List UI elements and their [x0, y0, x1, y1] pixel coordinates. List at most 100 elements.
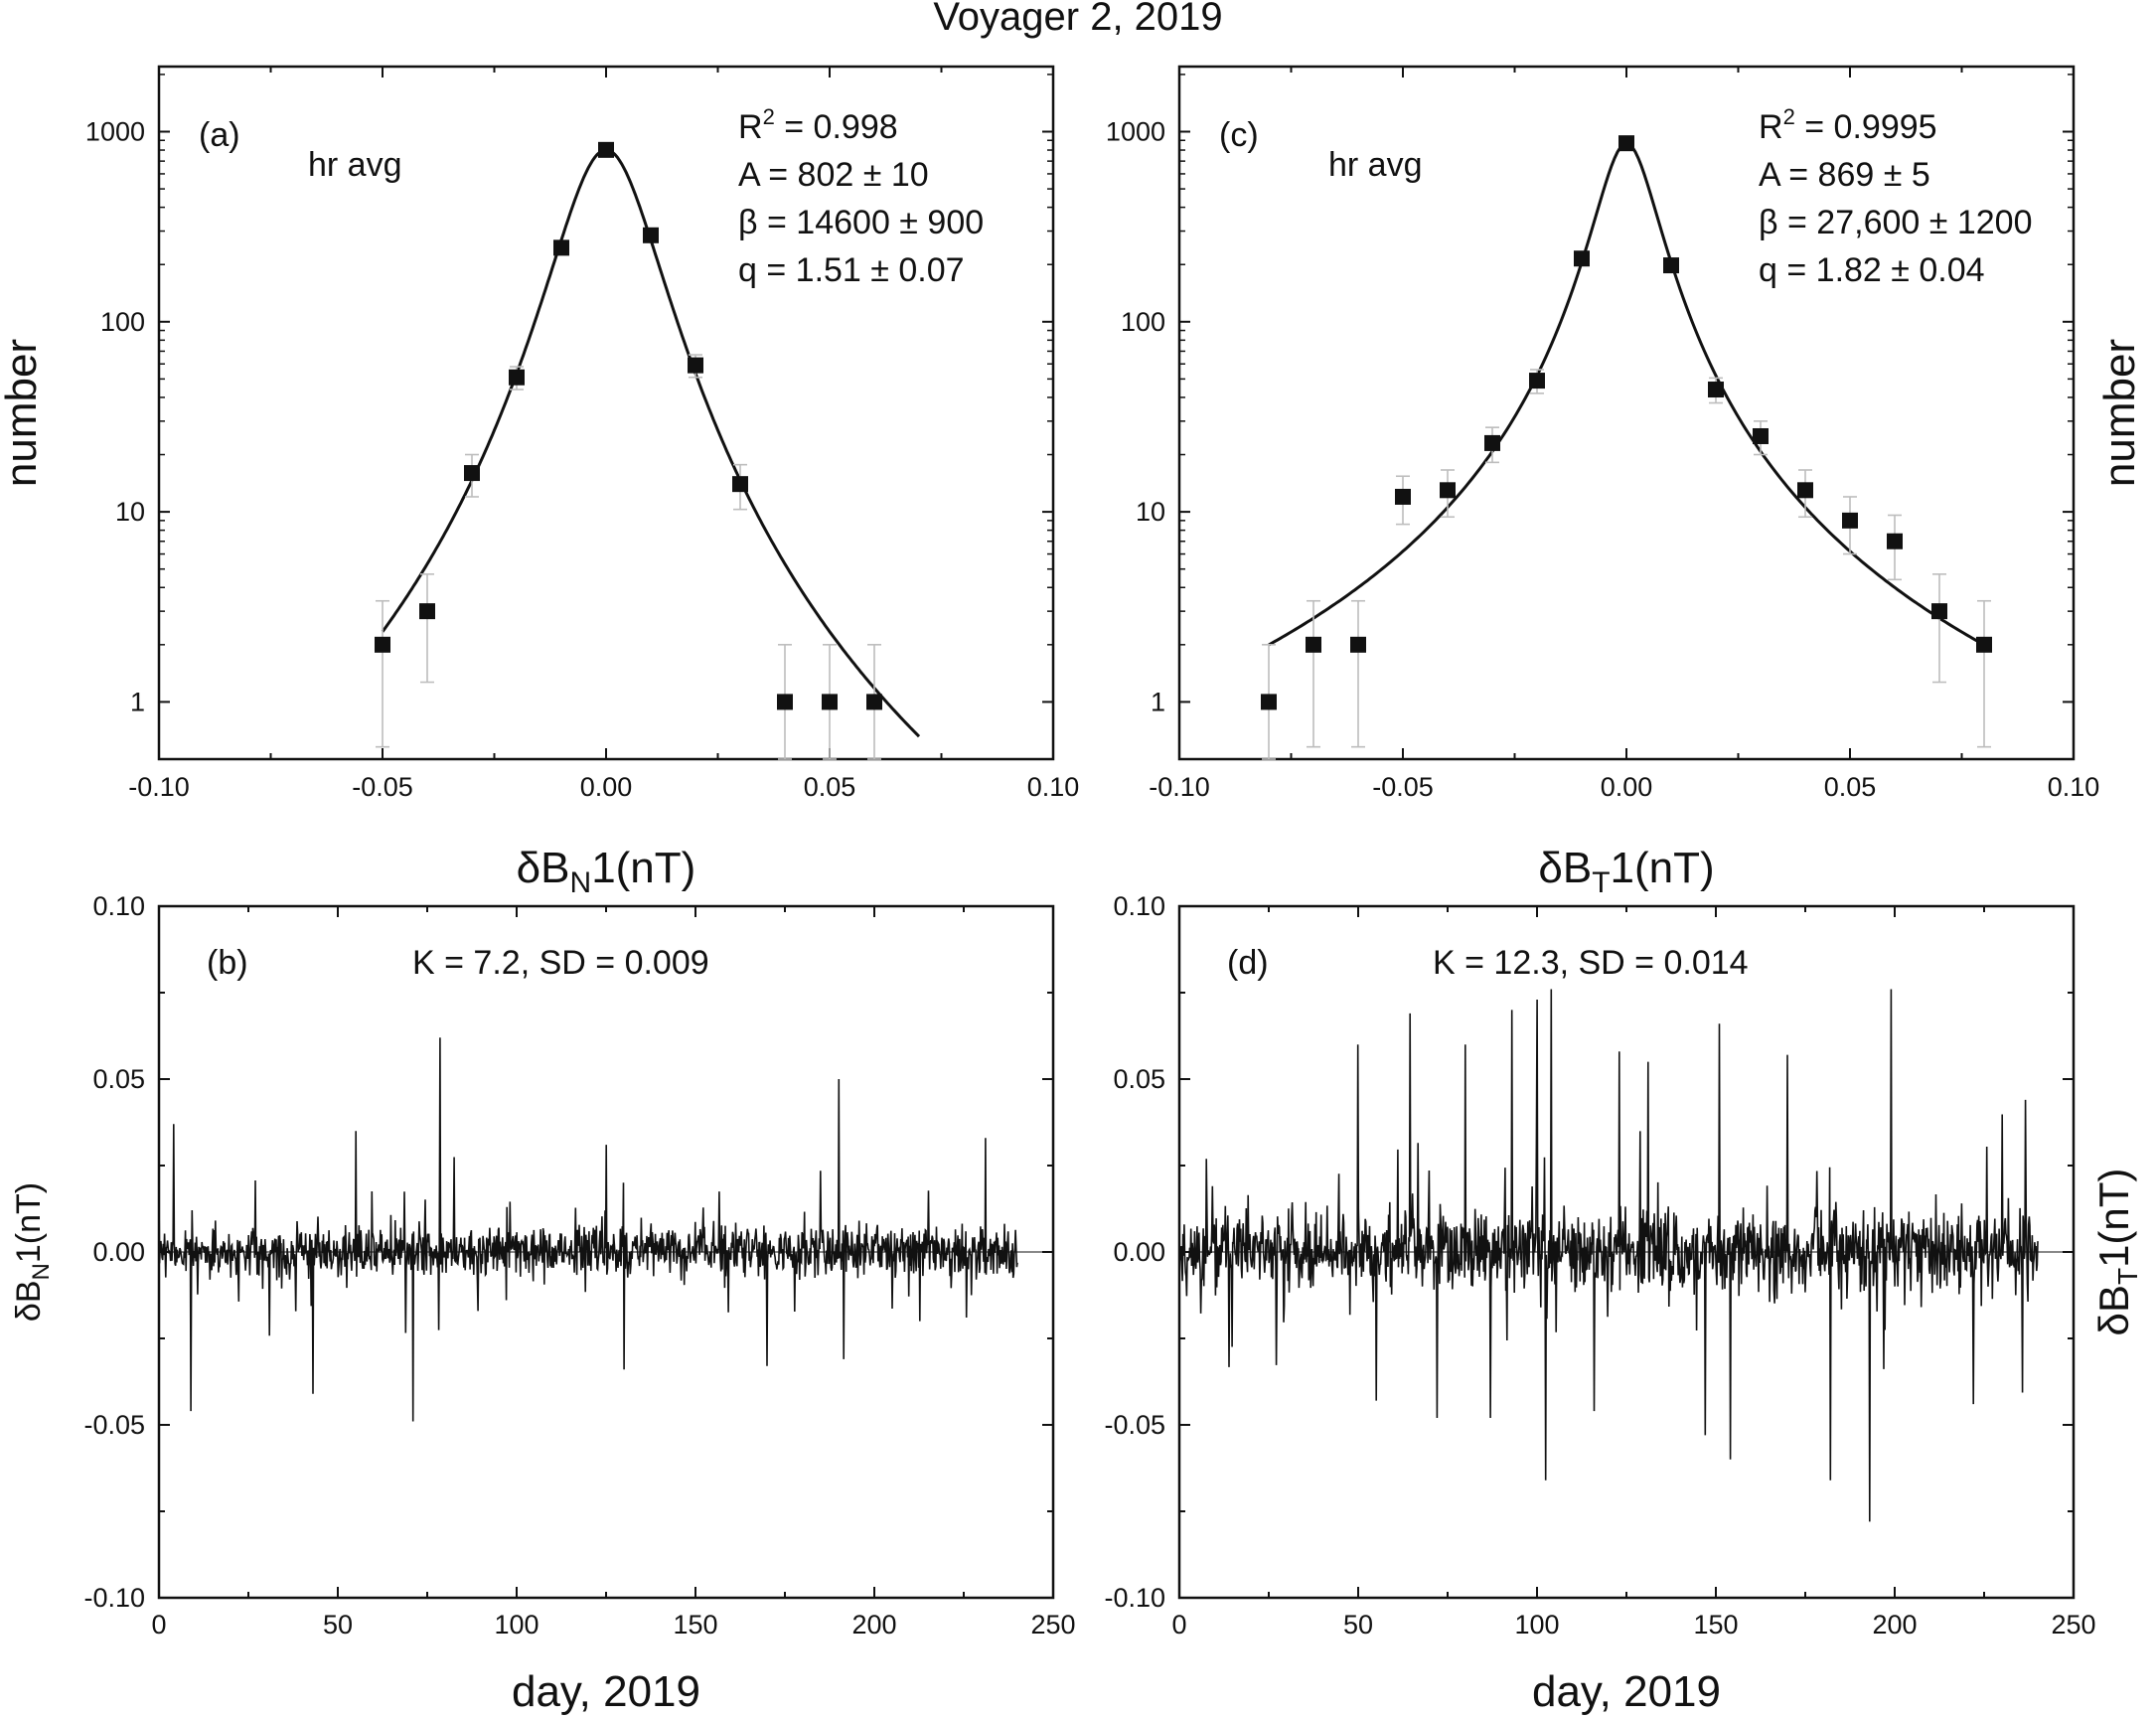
data-point [1395, 488, 1411, 505]
x-tick-label: 0.10 [2048, 772, 2100, 802]
x-tick-label: 0 [151, 1610, 166, 1640]
data-point [509, 369, 525, 386]
data-point [1618, 135, 1634, 152]
x-axis-label: δBN1(nT) [517, 844, 696, 899]
data-point [1976, 636, 1992, 653]
fit-stat: q = 1.51 ± 0.07 [738, 251, 965, 289]
x-tick-label: 0.05 [1824, 772, 1877, 802]
x-tick-label: 250 [2051, 1610, 2095, 1640]
x-axis-label-sub: N [570, 866, 592, 899]
y-tick-label: -0.10 [83, 1583, 145, 1613]
panel-a-histogram: -0.10 -0.05 0.00 0.05 0.10 1 10 100 1000 (a) hr av… [0, 65, 1080, 899]
panel-b-time-series: 0 50 100 150 200 250 -0.10 -0.05 0.00 0.05 0.10 (b)… [10, 891, 1076, 1716]
x-tick-label: 100 [1514, 1610, 1559, 1640]
y-tick-label: 1000 [85, 117, 145, 147]
y-axis-label-sub: N [28, 1263, 55, 1280]
y-tick-label: 1000 [1106, 117, 1165, 147]
x-tick-label: 0.00 [1601, 772, 1653, 802]
x-tick-label: -0.10 [128, 772, 190, 802]
data-point [1663, 257, 1679, 274]
x-tick-label: 0.10 [1027, 772, 1080, 802]
data-point [375, 636, 390, 653]
data-point [1306, 636, 1321, 653]
fit-stat: A = 869 ± 5 [1759, 156, 1930, 194]
x-tick-label: 50 [323, 1610, 353, 1640]
x-tick-label: -0.10 [1149, 772, 1210, 802]
hr-avg-note: hr avg [308, 146, 402, 184]
data-point [1350, 636, 1366, 653]
y-axis-label-sub: T [2112, 1268, 2143, 1285]
y-tick-label: 0.00 [1113, 1237, 1165, 1267]
y-tick-label: 1 [1151, 687, 1165, 716]
data-point [1574, 250, 1590, 267]
data-point [866, 694, 882, 710]
y-axis-label: δBN1(nT) [10, 1182, 55, 1322]
data-point [553, 239, 569, 256]
y-tick-label: 0.05 [92, 1064, 145, 1094]
x-tick-label: 0 [1171, 1610, 1186, 1640]
data-point [598, 141, 614, 158]
k-sd-annotation: K = 7.2, SD = 0.009 [412, 944, 709, 982]
data-point [1842, 512, 1858, 529]
x-axis-label: day, 2019 [1532, 1667, 1721, 1716]
x-tick-label: 0.05 [804, 772, 856, 802]
panel-d-time-series: 0 50 100 150 200 250 -0.10 -0.05 0.00 0.05 0.10 (d)… [1104, 891, 2143, 1716]
x-tick-label: -0.05 [1372, 772, 1434, 802]
y-tick-label: 10 [1136, 497, 1165, 527]
data-point [1708, 382, 1724, 398]
y-axis-label: δBT1(nT) [2090, 1169, 2143, 1336]
fit-stat: β = 27,600 ± 1200 [1759, 204, 2033, 241]
y-tick-label: 0.00 [92, 1237, 145, 1267]
data-point [732, 476, 748, 493]
y-tick-label: 100 [100, 307, 145, 337]
y-tick-label: 0.05 [1113, 1064, 1165, 1094]
x-tick-label: 150 [673, 1610, 717, 1640]
y-axis-label: number [0, 339, 46, 487]
data-point [1887, 533, 1903, 549]
panel-c-histogram: -0.10 -0.05 0.00 0.05 0.10 1 10 100 1000 (c) hr av… [1106, 65, 2144, 899]
k-sd-annotation: K = 12.3, SD = 0.014 [1433, 944, 1749, 982]
data-point [1529, 373, 1545, 390]
x-tick-label: 50 [1343, 1610, 1373, 1640]
panel-label: (d) [1227, 944, 1269, 982]
data-point [1261, 694, 1277, 710]
y-tick-label: -0.10 [1104, 1583, 1165, 1613]
data-point [1931, 603, 1947, 620]
r-squared-value: = 0.9995 [1795, 108, 1937, 146]
series-line [158, 1037, 1018, 1422]
fit-stat: β = 14600 ± 900 [738, 204, 984, 241]
x-axis-label-sub: T [1592, 866, 1610, 899]
data-point [688, 357, 703, 374]
r-squared: R2 = 0.9995 [1759, 104, 1937, 146]
fit-stat: A = 802 ± 10 [738, 156, 929, 194]
data-point [1753, 427, 1769, 444]
y-axis-label: number [2095, 339, 2144, 487]
x-tick-label: 250 [1030, 1610, 1075, 1640]
r-squared-sup: 2 [1783, 104, 1795, 129]
hr-avg-note: hr avg [1328, 146, 1423, 184]
y-tick-label: 100 [1121, 307, 1165, 337]
x-tick-label: 150 [1693, 1610, 1738, 1640]
panel-label: (b) [207, 944, 248, 982]
data-point [1440, 482, 1456, 499]
y-tick-label: 0.10 [1113, 891, 1165, 921]
x-tick-label: 100 [494, 1610, 539, 1640]
y-tick-label: 0.10 [92, 891, 145, 921]
data-point [777, 694, 793, 710]
x-tick-label: -0.05 [352, 772, 413, 802]
y-tick-label: 10 [115, 497, 145, 527]
x-axis-label-tail: 1(nT) [1611, 844, 1715, 892]
y-tick-label: -0.05 [83, 1410, 145, 1440]
series-line [1178, 989, 2039, 1522]
x-tick-label: 200 [1872, 1610, 1917, 1640]
y-axis-label-tail: 1(nT) [2090, 1169, 2137, 1268]
y-tick-label: 1 [130, 687, 145, 716]
data-point [643, 227, 659, 243]
r-squared: R2 = 0.998 [738, 104, 898, 146]
data-point [464, 465, 480, 482]
data-point [822, 694, 838, 710]
data-point [1484, 434, 1500, 451]
panel-label: (a) [199, 116, 240, 154]
x-tick-label: 0.00 [580, 772, 633, 802]
